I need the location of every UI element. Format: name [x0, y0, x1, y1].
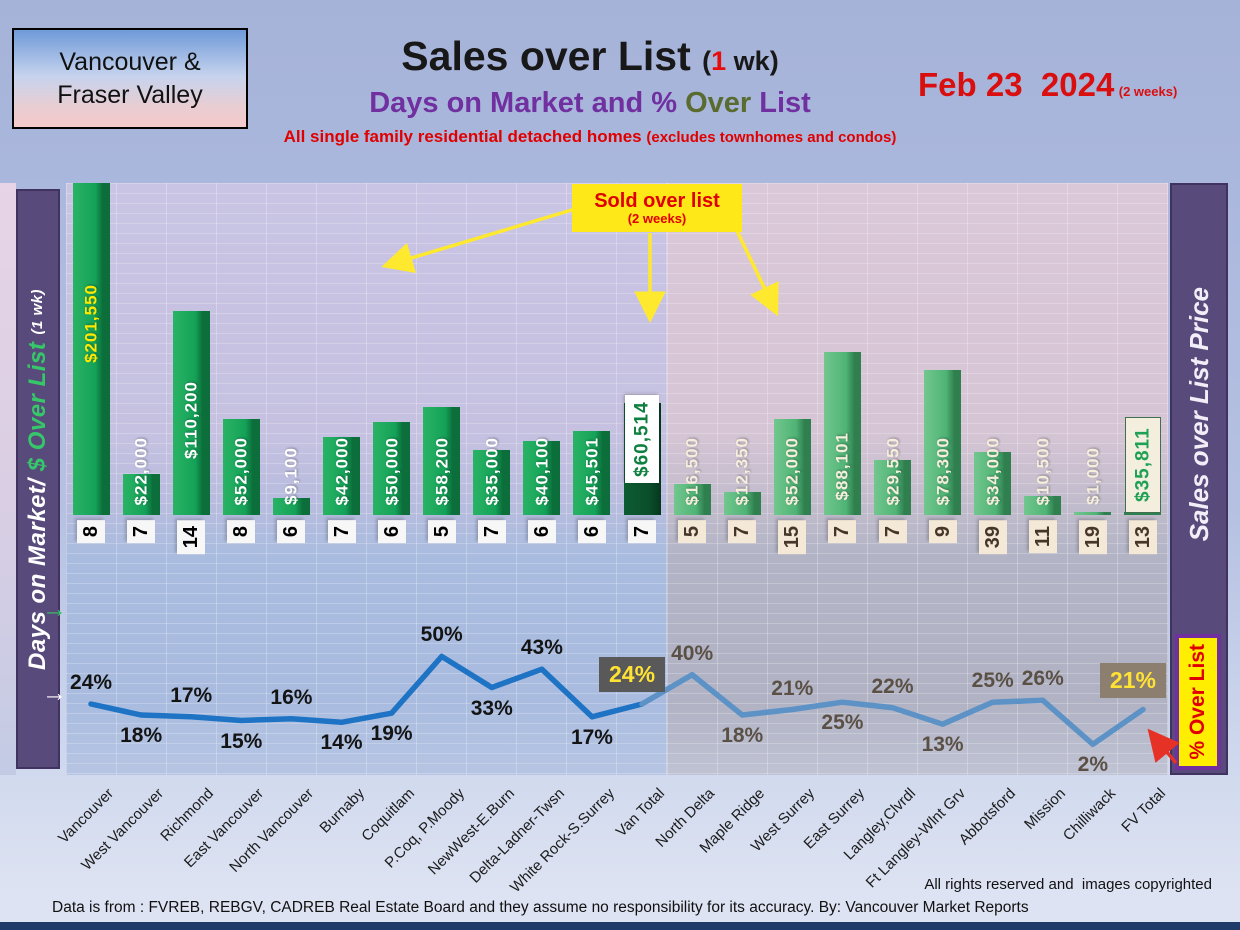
pct-label: 21% [771, 676, 814, 700]
title-block: Sales over List (1 wk) Days on Market an… [250, 33, 930, 147]
price-bar [673, 484, 711, 515]
subtitle: Days on Market and % Over List [250, 87, 930, 120]
price-bar [1074, 512, 1112, 515]
price-bar [473, 450, 511, 515]
pct-label: 33% [470, 696, 513, 720]
date-text: Feb 23 2024 [918, 66, 1115, 103]
fv-total-pointer-arrow [1147, 728, 1180, 765]
price-bar [723, 492, 761, 515]
pct-label: 19% [370, 722, 413, 746]
plot-area: Sold over list (2 weeks) $201,550 8 24% $22… [66, 183, 1180, 777]
title-week-number: 1 [711, 46, 727, 76]
callout-arrow-left [381, 207, 576, 274]
dollar-over-list-arrow-icon: → [42, 595, 67, 623]
data-source-note: Data is from : FVREB, REBGV, CADREB Real… [52, 899, 1029, 916]
price-bar [72, 183, 110, 515]
price-bar [323, 437, 360, 515]
page-title: Sales over List (1 wk) [250, 33, 930, 79]
price-bar [1024, 496, 1062, 515]
pct-label: 25% [971, 669, 1014, 693]
right-axis-band: Sales over List Price % Over List [1170, 183, 1228, 775]
left-axis-days-label: Days on Market/ [24, 477, 51, 670]
bottom-strip [0, 922, 1240, 930]
pct-label: 22% [871, 674, 914, 698]
price-bar [1124, 512, 1162, 515]
pct-label: 17% [570, 725, 613, 749]
pct-label: 13% [921, 733, 964, 757]
line-segment [639, 671, 1146, 748]
right-axis-title-wrap: Sales over List Price [1184, 199, 1215, 629]
pct-label: 16% [270, 685, 313, 709]
price-bar [773, 419, 811, 515]
pct-label: 18% [721, 724, 764, 747]
left-margin-strip [0, 183, 16, 775]
days-on-market-arrow-icon: → [42, 679, 67, 707]
pct-label: 26% [1021, 667, 1064, 691]
subtitle-part1: Days on Market and % [369, 87, 686, 120]
callout-title: Sold over list [594, 189, 720, 212]
pct-label: 18% [120, 724, 163, 747]
tagline-paren: (excludes townhomes and condos) [646, 129, 897, 147]
price-bar [874, 460, 911, 515]
pct-label: 25% [821, 711, 864, 735]
price-bar [573, 431, 611, 515]
chart-panel: Days on Market/ $ Over List (1 wk) → → S… [0, 183, 1240, 896]
pct-total-label: 21% [1099, 662, 1166, 698]
vancouver-region-background [66, 183, 667, 775]
price-bar [172, 311, 210, 515]
region-line2: Fraser Valley [57, 80, 203, 109]
pct-total-label: 24% [599, 657, 666, 692]
title-paren-open: ( [702, 46, 712, 76]
left-axis-band: Days on Market/ $ Over List (1 wk) [16, 189, 60, 769]
price-bar [924, 370, 962, 515]
price-bar [823, 352, 861, 515]
pct-over-list-label: % Over List [1186, 644, 1209, 760]
pct-label: 17% [170, 683, 213, 707]
price-bar [373, 422, 411, 515]
price-bar [974, 452, 1012, 515]
pct-label: 50% [420, 623, 463, 647]
pct-label: 2% [1077, 753, 1109, 777]
region-box: Vancouver & Fraser Valley [12, 28, 248, 129]
subtitle-part2: List [751, 87, 811, 120]
title-text: Sales over List [401, 33, 691, 79]
copyright-note: All rights reserved and images copyright… [924, 876, 1212, 893]
price-bar [122, 474, 160, 515]
price-bar [272, 498, 310, 515]
x-axis-labels: Vancouver West Vancouver Richmond East Vanc… [55, 777, 1169, 896]
price-bar [423, 407, 461, 515]
callout-arrow-right [735, 230, 779, 317]
line-segment [88, 653, 645, 726]
pct-label: 40% [671, 641, 714, 665]
report-date: Feb 23 2024 (2 weeks) [918, 66, 1228, 104]
left-axis-dollar-label: $ Over List [24, 334, 51, 478]
tagline-main: All single family residential detached h… [283, 127, 647, 147]
pct-over-list-box: % Over List [1175, 634, 1221, 770]
date-note: (2 weeks) [1118, 84, 1178, 99]
price-bar [523, 441, 561, 515]
callout-subtitle: (2 weeks) [627, 210, 687, 226]
title-week: (1 wk) [702, 46, 779, 76]
pct-label: 14% [320, 731, 363, 755]
pct-label: 15% [220, 729, 263, 753]
pct-label: 43% [520, 636, 563, 660]
pct-over-list-line [88, 207, 1180, 765]
sold-over-list-callout: Sold over list (2 weeks) [572, 184, 742, 232]
pct-label: 24% [70, 671, 113, 694]
tagline: All single family residential detached h… [250, 127, 930, 147]
region-line1: Vancouver & [59, 48, 201, 76]
price-bar [222, 419, 260, 515]
left-axis-week-label: (1 wk) [29, 288, 46, 335]
title-week-unit: wk) [726, 46, 779, 76]
subtitle-over: Over [685, 87, 752, 120]
right-axis-title: Sales over List Price [1183, 286, 1214, 542]
